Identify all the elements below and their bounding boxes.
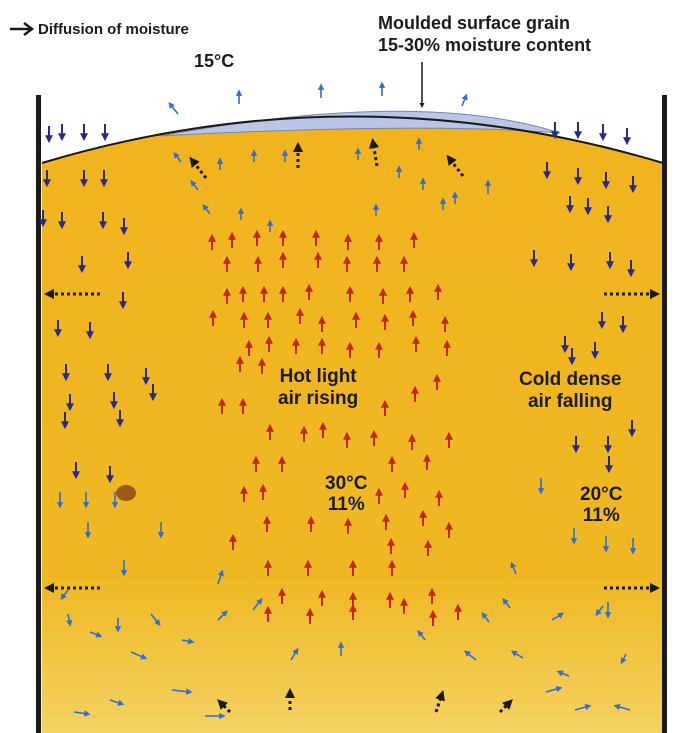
right-temperature: 20°C [580, 484, 623, 505]
mould-surface [159, 110, 561, 137]
blue-airflow-arrow [417, 629, 426, 641]
blue-airflow-arrow [502, 597, 511, 609]
blue-airflow-arrow [181, 638, 195, 645]
grain-surface-line [41, 115, 664, 164]
blue-airflow-arrow [545, 685, 563, 693]
center-conditions: 30°C 11% [325, 473, 367, 515]
surface-temperature: 15°C [194, 51, 235, 71]
hot-air-line1: Hot light [279, 366, 357, 387]
blue-airflow-arrow [130, 651, 148, 660]
right-moisture: 11% [582, 505, 620, 526]
blue-airflow-arrow [464, 650, 477, 661]
center-moisture: 11% [327, 494, 365, 515]
surface-grain-line2: 15-30% moisture content [378, 35, 592, 55]
grain-mass [42, 116, 663, 733]
hot-air-line2: air rising [278, 388, 359, 409]
blue-airflow-arrow [73, 710, 91, 717]
blue-airflow-arrow [171, 688, 193, 695]
blue-airflow-arrow [510, 650, 524, 659]
blue-airflow-arrow [217, 569, 224, 585]
blue-airflow-arrow [556, 670, 570, 677]
blue-airflow-arrow [290, 647, 299, 661]
blue-airflow-arrow [173, 151, 182, 163]
cold-air-line2: air falling [527, 391, 613, 412]
black-airflow-arrow [498, 699, 513, 714]
cold-air-line1: Cold dense [519, 369, 622, 390]
blue-airflow-arrow [217, 610, 228, 621]
blue-airflow-arrow [551, 612, 565, 621]
blue-airflow-arrow [461, 93, 468, 107]
blue-airflow-arrow [510, 561, 517, 575]
blue-airflow-arrow [89, 631, 103, 638]
blue-airflow-arrow [620, 653, 627, 665]
blue-airflow-arrow [168, 102, 179, 115]
blue-airflow-arrow [481, 611, 490, 623]
black-airflow-arrow [189, 156, 208, 179]
bin-right-wall [662, 95, 667, 733]
grain-stain [116, 485, 136, 501]
blue-airflow-arrow [190, 179, 199, 191]
right-conditions: 20°C 11% [580, 484, 622, 526]
airflow-arrows [39, 81, 661, 720]
hot-air-label: Hot light air rising [278, 366, 358, 410]
bin-left-wall [36, 95, 41, 733]
blue-airflow-arrow [595, 605, 604, 617]
blue-airflow-arrow [613, 703, 631, 711]
right-arrow-icon [10, 22, 35, 36]
blue-airflow-arrow [150, 613, 161, 626]
cold-air-label: Cold dense air falling [519, 369, 621, 413]
surface-grain-label: Moulded surface grain 15-30% moisture co… [378, 12, 591, 56]
blue-airflow-arrow [109, 699, 125, 706]
blue-airflow-arrow [252, 598, 263, 611]
center-temperature: 30°C [325, 473, 368, 494]
blue-airflow-arrow [66, 613, 73, 627]
black-airflow-arrow [446, 154, 465, 177]
black-airflow-arrow [217, 699, 232, 714]
blue-airflow-arrow [60, 589, 69, 601]
blue-airflow-arrow [202, 203, 211, 215]
blue-airflow-arrow [574, 703, 592, 711]
legend-label: Diffusion of moisture [38, 21, 189, 38]
black-airflow-arrow [368, 137, 380, 167]
surface-grain-line1: Moulded surface grain [378, 13, 571, 33]
